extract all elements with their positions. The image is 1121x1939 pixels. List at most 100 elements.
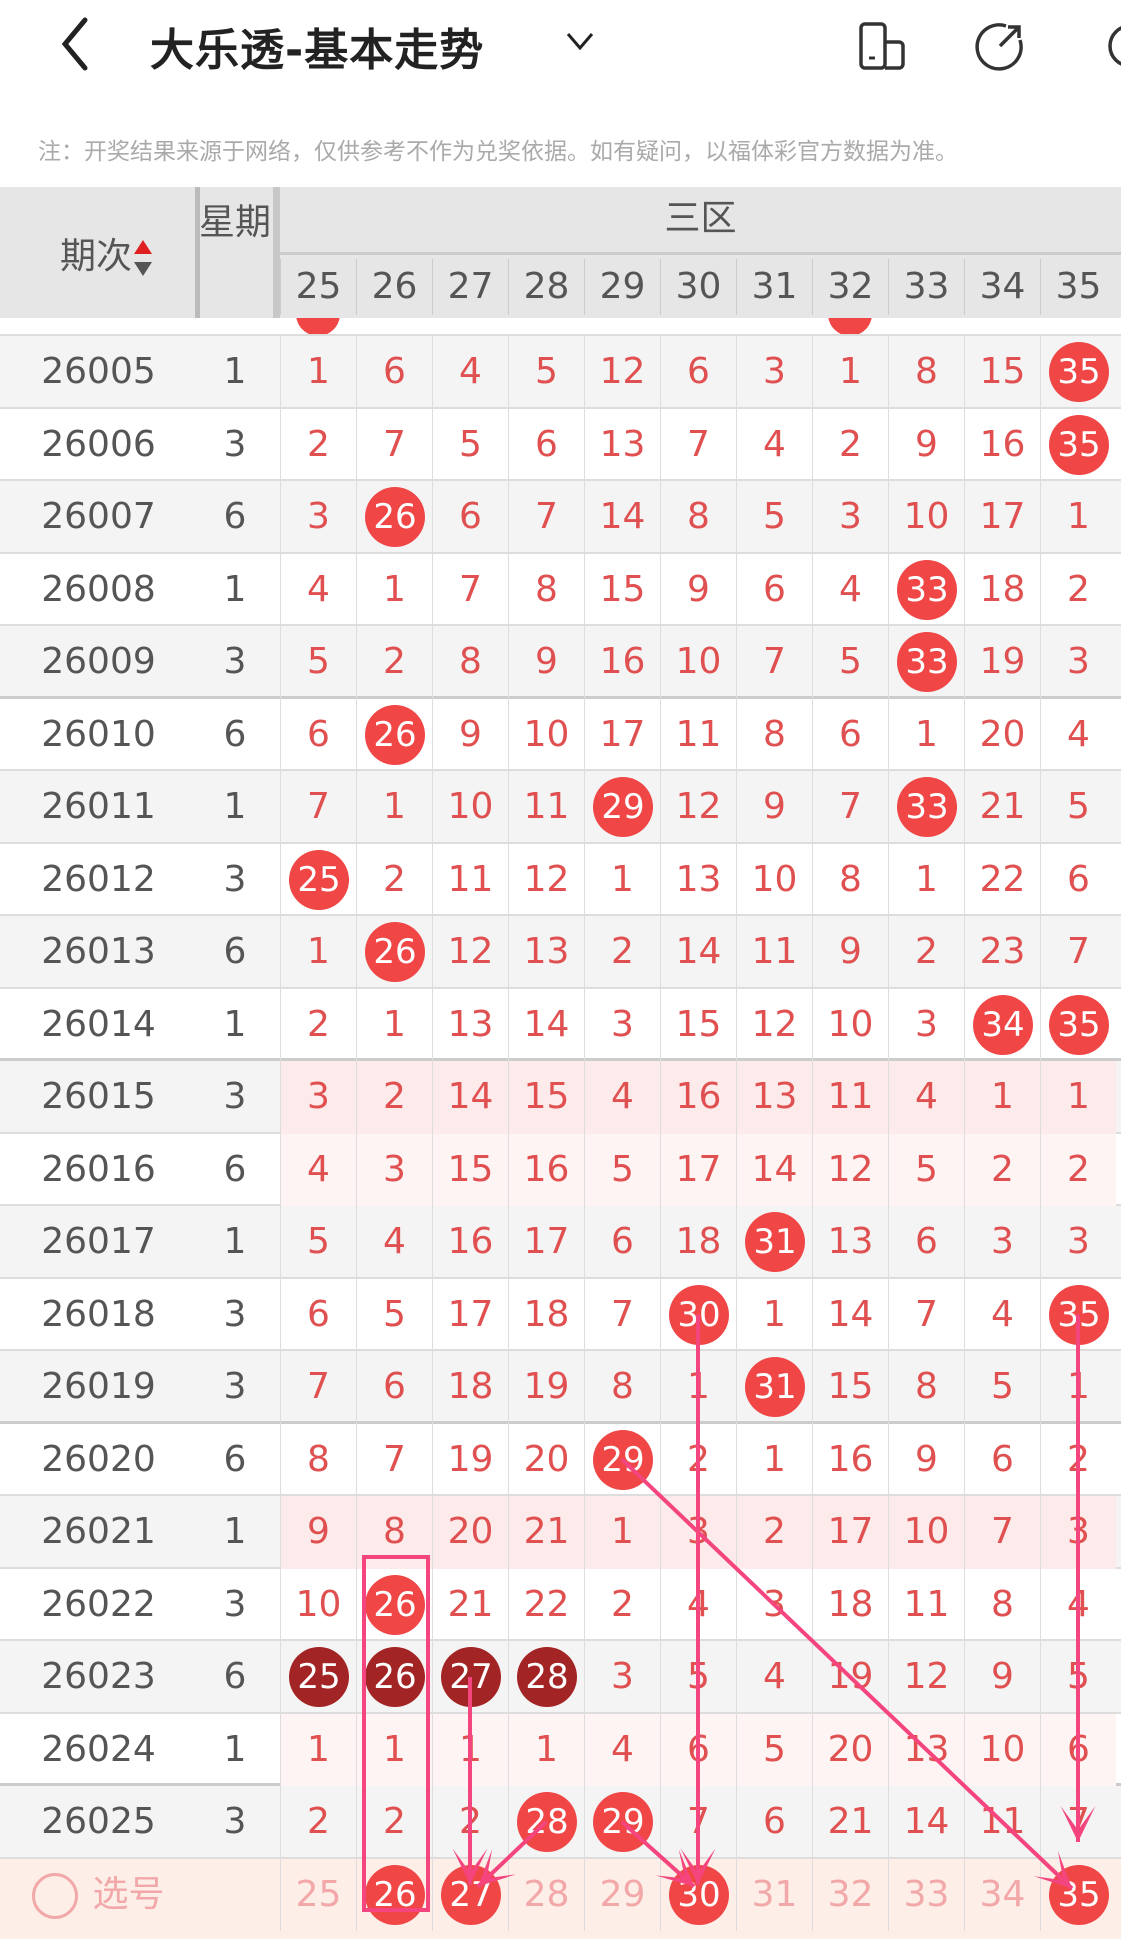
miss-count: 4	[763, 423, 786, 465]
select-cell[interactable]: 33	[888, 1858, 964, 1931]
miss-count: 20	[979, 713, 1026, 755]
miss-count: 15	[447, 1148, 494, 1190]
miss-count: 12	[751, 1003, 798, 1045]
table-row[interactable]: 26006 3 2 7 5 6 13 7 4 2 9 16 35	[0, 408, 1121, 481]
miss-count: 13	[675, 858, 722, 900]
number-cell: 14	[736, 1133, 812, 1206]
table-row[interactable]: 26013 6 1 26 12 13 2 14 11 9 2 23 7	[0, 916, 1121, 989]
table-row[interactable]: 260206871920292116962	[0, 1423, 1121, 1496]
issue-number: 26018	[41, 1293, 156, 1335]
table-row[interactable]: 26005 1 1 6 4 5 12 6 3 1 8 15 35	[0, 336, 1121, 409]
miss-count: 7	[915, 1293, 938, 1335]
week-header: 星期	[198, 202, 271, 243]
table-row[interactable]: 26007 6 3 26 6 7 14 8 5 3 10 17 1	[0, 481, 1121, 554]
select-cell[interactable]: 34	[964, 1858, 1040, 1931]
miss-count: 5	[763, 496, 786, 537]
issue-number: 26012	[41, 858, 156, 900]
disclaimer-note: 注：开奖结果来源于网络，仅供参考不作为兑奖依据。如有疑问，以福体彩官方数据为准。	[38, 139, 958, 165]
miss-count: 15	[599, 568, 646, 610]
miss-count: 2	[991, 1148, 1014, 1190]
number-cell: 19	[508, 1351, 584, 1424]
share-icon[interactable]	[972, 18, 1028, 74]
number-cell: 1	[1040, 1061, 1116, 1134]
table-row[interactable]: 2601836517187301147435	[0, 1278, 1121, 1351]
number-cell: 5	[584, 1133, 660, 1206]
number-cell: 7	[1040, 916, 1116, 989]
miss-count: 9	[307, 1511, 330, 1552]
table-row[interactable]: 26022310262122243181184	[0, 1568, 1121, 1641]
select-cell[interactable]: 26	[356, 1858, 432, 1931]
number-cell: 1	[964, 1061, 1040, 1134]
miss-count: 21	[447, 1583, 494, 1625]
number-cell: 23	[964, 916, 1040, 989]
select-number: 31	[751, 1873, 798, 1915]
number-cell: 11	[660, 698, 736, 771]
table-row[interactable]: 26011 1 7 1 10 11 29 12 9 7 33 21 5	[0, 771, 1121, 844]
number-cell: 14	[432, 1061, 508, 1134]
miss-count: 1	[307, 351, 330, 392]
issue-number: 26020	[41, 1438, 156, 1480]
miss-count: 8	[687, 496, 710, 537]
miss-count: 5	[1067, 786, 1090, 827]
miss-count: 20	[447, 1511, 494, 1552]
miss-count: 14	[827, 1293, 874, 1335]
table-row[interactable]: 26014 1 2 1 13 14 3 15 12 10 3 34 35	[0, 988, 1121, 1061]
miss-count: 7	[839, 786, 862, 827]
miss-count: 14	[523, 1003, 570, 1045]
miss-count: 21	[827, 1801, 874, 1842]
miss-count: 9	[687, 568, 710, 610]
number-cell: 1	[356, 988, 432, 1061]
select-number: 33	[903, 1873, 950, 1915]
miss-count: 2	[307, 423, 330, 465]
table-row[interactable]: 260211982021132171073	[0, 1496, 1121, 1569]
back-chevron-icon[interactable]	[55, 12, 105, 76]
table-row[interactable]: 26012 3 25 2 11 12 1 13 10 8 1 22 6	[0, 843, 1121, 916]
column-header: 32	[812, 259, 888, 315]
sort-icon[interactable]	[132, 238, 154, 278]
number-cell: 1	[1040, 481, 1116, 554]
table-row[interactable]: 26017 1 5 4 16 17 6 18 31 13 6 3 3	[0, 1206, 1121, 1279]
select-cell[interactable]: 29	[584, 1858, 660, 1931]
miss-count: 7	[687, 423, 710, 465]
table-row[interactable]: 26008 1 4 1 7 8 15 9 6 4 33 18 2	[0, 553, 1121, 626]
number-cell: 10	[660, 626, 736, 699]
table-row[interactable]: 26016 6 4 3 15 16 5 17 14 12 5 2 2	[0, 1133, 1121, 1206]
page-title[interactable]: 大乐透-基本走势	[150, 25, 485, 76]
number-cell: 6	[888, 1206, 964, 1279]
miss-count: 1	[1067, 496, 1090, 537]
miss-count: 7	[611, 1293, 634, 1335]
select-number-row[interactable]: 选号 25 26 27 28 29 30 31 32 33 34 35	[0, 1858, 1121, 1939]
settings-icon[interactable]	[1102, 18, 1121, 74]
phone-layout-icon[interactable]	[855, 18, 911, 74]
table-row[interactable]: 260193761819813115851	[0, 1351, 1121, 1424]
number-cell: 10	[888, 481, 964, 554]
table-row[interactable]: 26015 3 3 2 14 15 4 16 13 11 4 1 1	[0, 1061, 1121, 1134]
issue-header[interactable]: 期次	[60, 227, 154, 279]
select-cell[interactable]: 32	[812, 1858, 888, 1931]
radio-circle-icon[interactable]	[32, 1872, 79, 1919]
number-cell: 4	[736, 1641, 812, 1714]
miss-count: 4	[383, 1221, 406, 1262]
issue-number: 26025	[41, 1801, 156, 1842]
number-cell: 6	[660, 336, 736, 409]
table-row[interactable]: 26010 6 6 26 9 10 17 11 8 6 1 20 4	[0, 698, 1121, 771]
miss-count: 6	[383, 351, 406, 392]
select-cell[interactable]: 31	[736, 1858, 812, 1931]
number-cell: 5	[280, 1206, 356, 1279]
miss-count: 5	[839, 641, 862, 682]
number-cell: 5	[888, 1133, 964, 1206]
chevron-down-icon[interactable]	[560, 26, 600, 56]
number-cell: 20	[812, 1713, 888, 1786]
table-row[interactable]: 26009 3 5 2 8 9 16 10 7 5 33 19 3	[0, 626, 1121, 699]
number-cell: 3	[812, 481, 888, 554]
select-number-toggle[interactable]: 选号	[0, 1859, 197, 1932]
weekday: 6	[223, 713, 247, 755]
number-cell: 35	[1040, 408, 1116, 481]
issue-number: 26014	[41, 1003, 156, 1045]
number-cell: 26	[356, 1641, 432, 1714]
issue-number: 26015	[41, 1076, 156, 1117]
number-cell: 15	[508, 1061, 584, 1134]
select-cell[interactable]: 28	[508, 1858, 584, 1931]
select-cell[interactable]: 25	[280, 1858, 356, 1931]
